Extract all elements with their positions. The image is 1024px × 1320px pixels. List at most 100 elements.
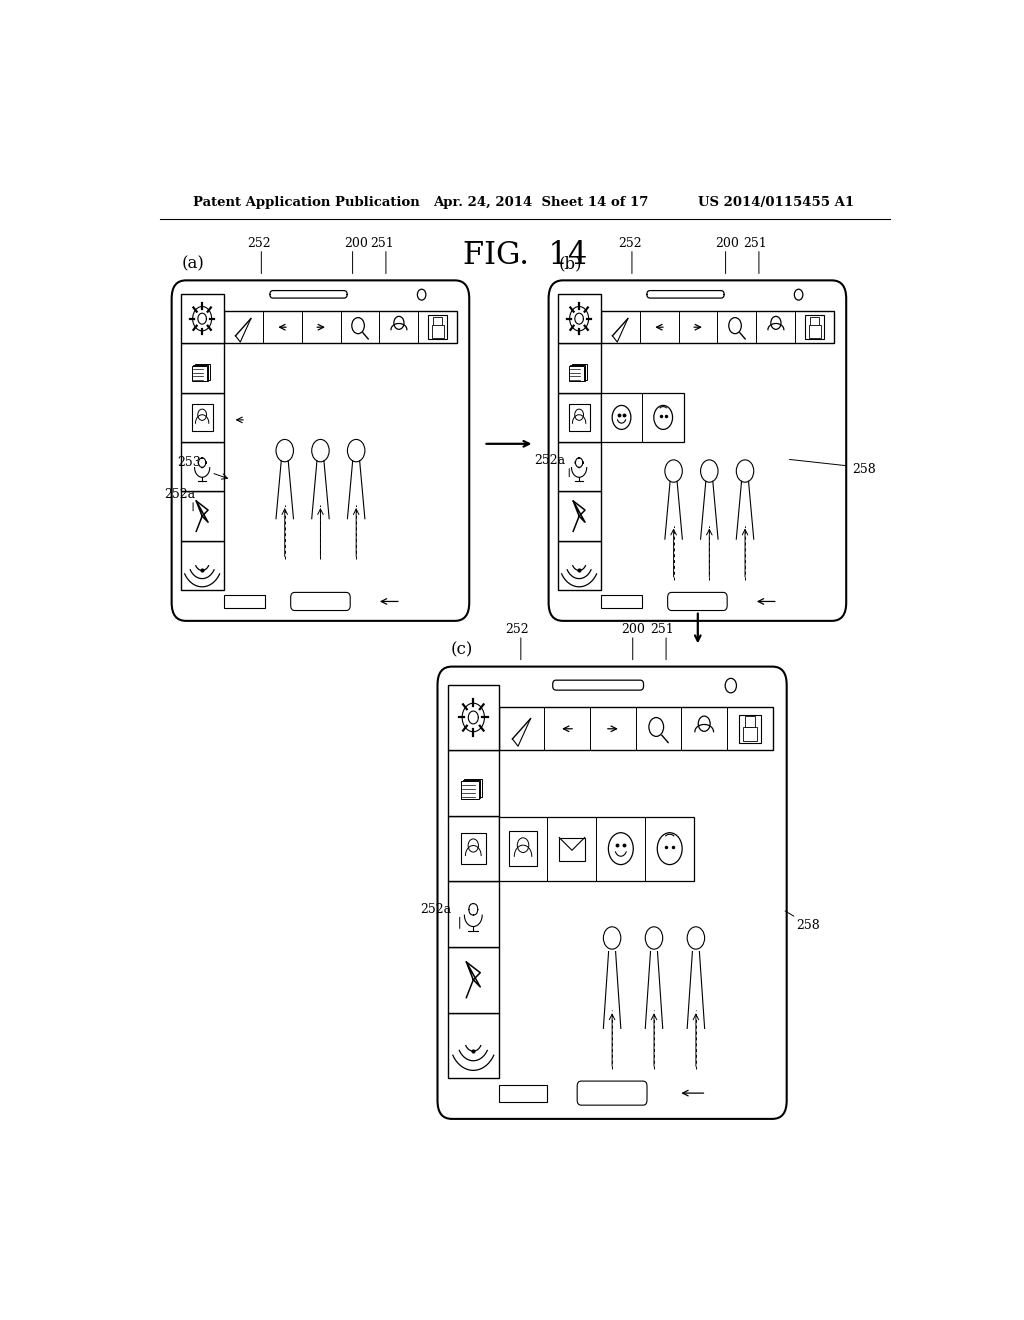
Bar bbox=[180, 393, 223, 442]
Circle shape bbox=[725, 678, 736, 693]
Text: 252a: 252a bbox=[420, 903, 452, 916]
FancyBboxPatch shape bbox=[437, 667, 786, 1119]
Bar bbox=[447, 750, 499, 816]
Circle shape bbox=[603, 927, 621, 949]
Text: 251: 251 bbox=[743, 236, 767, 249]
Bar bbox=[461, 833, 485, 865]
Bar bbox=[447, 946, 499, 1012]
Bar bbox=[433, 317, 442, 326]
FancyBboxPatch shape bbox=[549, 280, 846, 620]
Bar bbox=[180, 442, 223, 491]
Bar bbox=[601, 393, 684, 442]
Text: 200: 200 bbox=[715, 236, 739, 249]
Text: 253: 253 bbox=[177, 455, 201, 469]
Bar bbox=[601, 595, 642, 609]
FancyBboxPatch shape bbox=[199, 458, 206, 467]
Bar bbox=[191, 404, 213, 430]
Text: 252: 252 bbox=[618, 236, 642, 249]
Bar bbox=[447, 1012, 499, 1078]
Text: Patent Application Publication: Patent Application Publication bbox=[194, 195, 420, 209]
Bar bbox=[447, 882, 499, 946]
Circle shape bbox=[687, 927, 705, 949]
Bar bbox=[568, 366, 584, 381]
Text: (c): (c) bbox=[451, 642, 473, 659]
Text: 252a: 252a bbox=[164, 488, 195, 502]
FancyBboxPatch shape bbox=[575, 458, 583, 467]
Circle shape bbox=[771, 317, 781, 330]
Text: 258: 258 bbox=[852, 463, 876, 475]
Bar bbox=[810, 317, 819, 326]
Bar bbox=[557, 491, 601, 541]
Circle shape bbox=[665, 459, 682, 482]
FancyBboxPatch shape bbox=[578, 1081, 647, 1105]
Text: 251: 251 bbox=[370, 236, 394, 249]
Bar bbox=[809, 325, 821, 338]
Bar bbox=[742, 726, 757, 742]
Text: 252: 252 bbox=[505, 623, 528, 636]
Text: US 2014/0115455 A1: US 2014/0115455 A1 bbox=[697, 195, 854, 209]
Circle shape bbox=[608, 833, 633, 865]
Circle shape bbox=[729, 318, 741, 334]
Bar bbox=[432, 325, 444, 338]
FancyBboxPatch shape bbox=[553, 680, 643, 690]
Text: 200: 200 bbox=[622, 623, 645, 636]
Text: 251: 251 bbox=[650, 623, 674, 636]
Bar bbox=[557, 442, 601, 491]
Circle shape bbox=[311, 440, 329, 462]
Text: 200: 200 bbox=[344, 236, 368, 249]
Bar bbox=[557, 541, 601, 590]
Circle shape bbox=[795, 289, 803, 300]
Text: 252: 252 bbox=[247, 236, 270, 249]
Circle shape bbox=[276, 440, 294, 462]
Bar bbox=[509, 832, 537, 866]
Text: Apr. 24, 2014  Sheet 14 of 17: Apr. 24, 2014 Sheet 14 of 17 bbox=[433, 195, 649, 209]
Circle shape bbox=[574, 409, 584, 420]
Circle shape bbox=[198, 409, 207, 420]
FancyBboxPatch shape bbox=[647, 290, 724, 298]
Bar bbox=[571, 364, 587, 380]
Circle shape bbox=[612, 405, 631, 429]
FancyBboxPatch shape bbox=[270, 290, 347, 298]
Bar bbox=[559, 838, 585, 861]
Text: 252a: 252a bbox=[535, 454, 565, 467]
Bar bbox=[568, 404, 590, 430]
Text: 258: 258 bbox=[797, 919, 820, 932]
Bar bbox=[806, 315, 824, 339]
Bar bbox=[447, 816, 499, 882]
Bar bbox=[194, 366, 208, 380]
FancyBboxPatch shape bbox=[668, 593, 727, 611]
Bar bbox=[499, 817, 694, 880]
Circle shape bbox=[347, 440, 365, 462]
Circle shape bbox=[418, 289, 426, 300]
Bar bbox=[601, 312, 835, 343]
Bar bbox=[744, 717, 755, 727]
Bar bbox=[180, 491, 223, 541]
Circle shape bbox=[645, 927, 663, 949]
Bar bbox=[447, 685, 499, 750]
Circle shape bbox=[657, 833, 682, 865]
Text: (a): (a) bbox=[182, 255, 205, 272]
Bar bbox=[223, 312, 458, 343]
Bar bbox=[557, 393, 601, 442]
Bar bbox=[180, 541, 223, 590]
Text: FIG.  14: FIG. 14 bbox=[463, 240, 587, 272]
Bar bbox=[461, 780, 478, 799]
Circle shape bbox=[352, 318, 365, 334]
Bar bbox=[465, 779, 482, 797]
Circle shape bbox=[698, 715, 710, 731]
Bar bbox=[557, 294, 601, 343]
Bar bbox=[180, 294, 223, 343]
Bar bbox=[428, 315, 447, 339]
FancyBboxPatch shape bbox=[172, 280, 469, 620]
Text: (b): (b) bbox=[559, 255, 583, 272]
Circle shape bbox=[649, 718, 664, 737]
Bar bbox=[570, 366, 585, 380]
Bar bbox=[191, 366, 207, 381]
Circle shape bbox=[700, 459, 718, 482]
Circle shape bbox=[468, 840, 478, 853]
Bar bbox=[499, 1085, 548, 1102]
Circle shape bbox=[517, 838, 528, 853]
FancyBboxPatch shape bbox=[469, 903, 478, 915]
Bar bbox=[739, 714, 761, 743]
Bar bbox=[499, 708, 773, 750]
